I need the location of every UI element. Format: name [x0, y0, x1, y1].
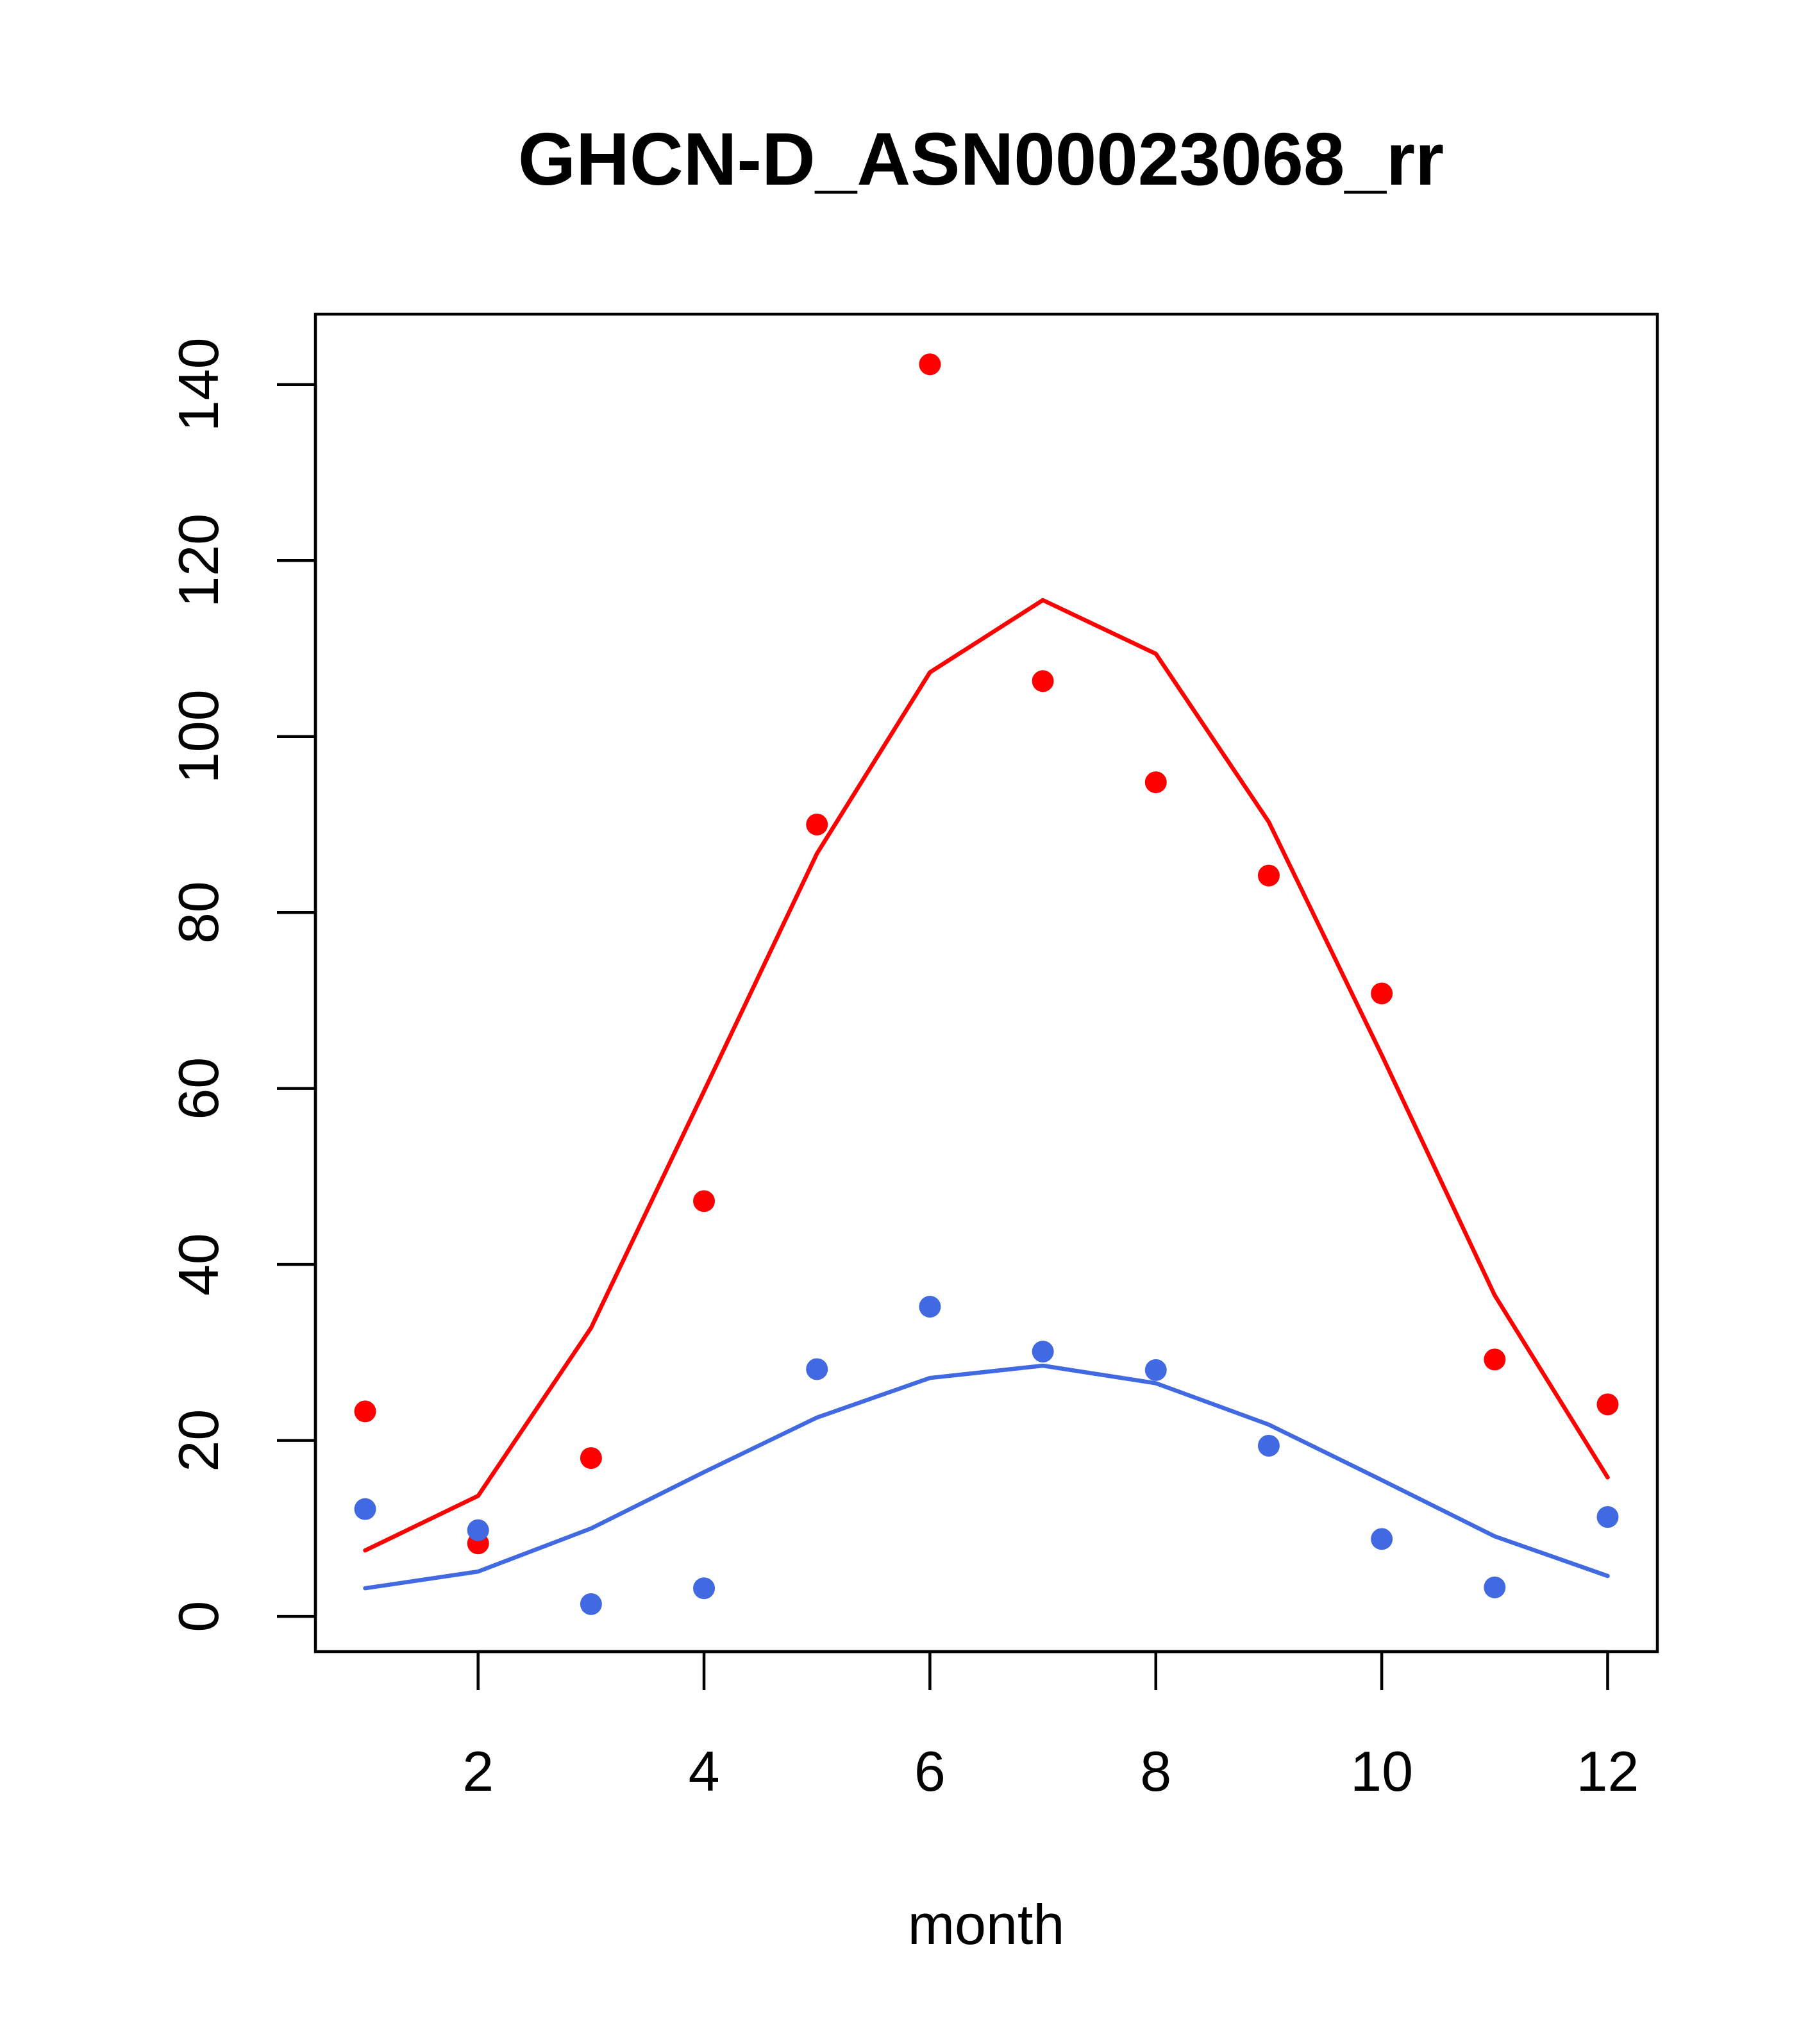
x-axis: 2 4 6 8 10 12: [462, 1650, 1639, 1803]
series-1-point: [1371, 982, 1393, 1005]
x-tick-label: 10: [1350, 1739, 1413, 1803]
series-1-point: [354, 1400, 376, 1423]
series-2-point: [919, 1296, 941, 1318]
x-tick-label: 12: [1577, 1739, 1639, 1803]
series-points: [354, 353, 1619, 1615]
y-tick-label: 20: [167, 1409, 230, 1472]
y-tick-label: 120: [167, 514, 230, 608]
series-2-point: [806, 1358, 828, 1380]
x-tick-label: 8: [1140, 1739, 1171, 1803]
series-2-point: [467, 1519, 489, 1541]
series-2-point: [1371, 1528, 1393, 1550]
series-2-point: [1257, 1434, 1280, 1457]
x-axis-label: month: [908, 1893, 1065, 1956]
series-2-line: [363, 1363, 1610, 1591]
series-2-point: [1032, 1341, 1054, 1363]
y-tick-label: 0: [167, 1601, 230, 1632]
series-2-point: [580, 1593, 602, 1615]
series-1-point: [580, 1447, 602, 1470]
series-1-point: [1484, 1348, 1506, 1371]
series-1-point: [1144, 771, 1167, 794]
x-tick-label: 2: [462, 1739, 494, 1803]
series-2-point: [1144, 1359, 1167, 1381]
series-1-line: [363, 598, 1610, 1553]
series-2-point: [693, 1577, 716, 1600]
series-1-point: [1596, 1393, 1619, 1416]
series-2-point: [354, 1498, 376, 1520]
series-1-point: [693, 1190, 716, 1212]
series-lines: [363, 598, 1610, 1591]
y-tick-label: 140: [167, 337, 230, 431]
series-1-point: [806, 813, 828, 835]
chart-title: GHCN-D_ASN00023068_rr: [518, 117, 1444, 201]
x-tick-label: 4: [689, 1739, 720, 1803]
series-2-point: [1596, 1506, 1619, 1529]
x-tick-label: 6: [914, 1739, 946, 1803]
series-1-point: [1257, 864, 1280, 887]
series-2-point: [1484, 1576, 1506, 1598]
y-tick-label: 60: [167, 1057, 230, 1120]
y-axis: 0 20 40 60 80 100 120 140: [167, 337, 317, 1632]
plot-frame: [314, 312, 1659, 1654]
y-tick-label: 100: [167, 689, 230, 783]
y-tick-label: 80: [167, 881, 230, 944]
series-1-point: [1032, 670, 1054, 692]
y-tick-label: 40: [167, 1233, 230, 1296]
series-1-point: [919, 353, 941, 376]
